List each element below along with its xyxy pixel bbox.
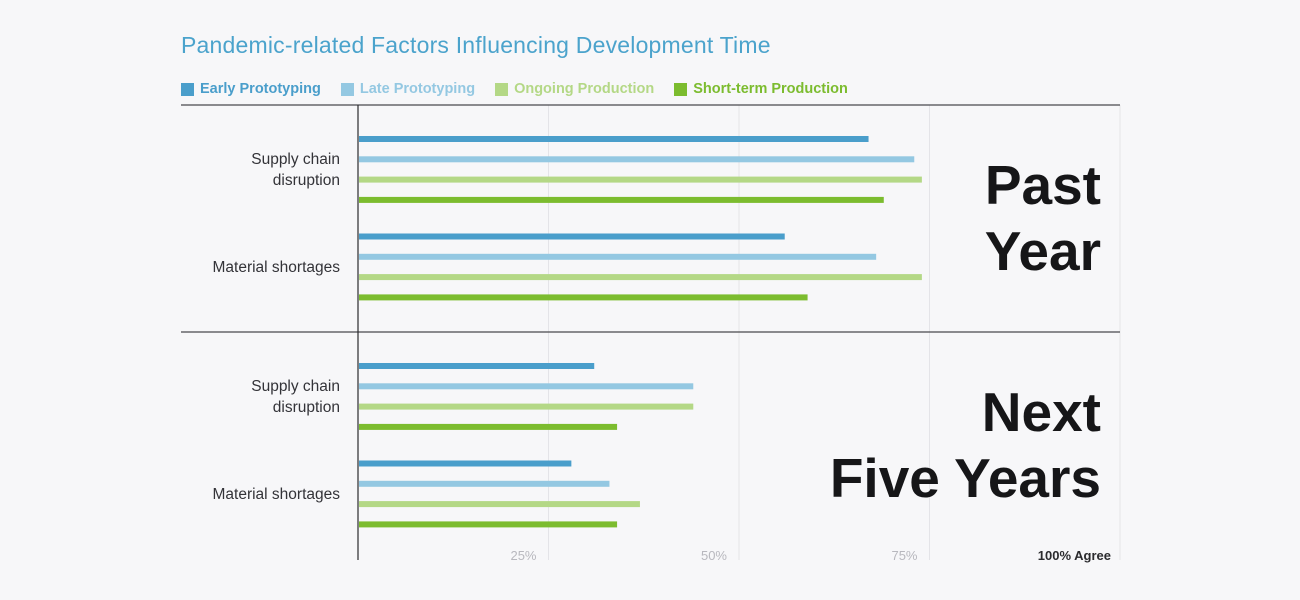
bar (359, 156, 915, 163)
legend-label: Early Prototyping (200, 81, 321, 97)
legend-item: Short-term Production (674, 81, 848, 97)
bar (359, 480, 610, 487)
panel-label: Next (982, 381, 1101, 443)
x-tick-label: 50% (701, 548, 727, 563)
legend-item: Ongoing Production (495, 81, 654, 97)
legend-swatch (340, 82, 354, 96)
chart-legend: Early Prototyping Late Prototyping Ongoing… (181, 81, 868, 97)
legend-label: Late Prototyping (359, 81, 476, 97)
bar (359, 403, 694, 410)
bar (359, 294, 808, 301)
panel-label: Past (985, 154, 1101, 216)
legend-swatch (495, 82, 509, 96)
bar (359, 423, 618, 430)
bar (359, 460, 572, 467)
category-label: Material shortages (212, 486, 340, 503)
chart-title: Pandemic-related Factors Influencing Dev… (181, 32, 771, 58)
bar (359, 363, 595, 369)
legend-label: Ongoing Production (514, 81, 655, 97)
category-label: Supply chain (251, 378, 340, 395)
x-tick-label: 100% Agree (1038, 548, 1111, 563)
category-label: disruption (273, 399, 340, 416)
legend-item: Early Prototyping (181, 81, 321, 97)
bar (359, 501, 640, 508)
panel-label: Year (985, 220, 1101, 282)
category-label: Supply chain (251, 151, 340, 168)
bar (359, 136, 869, 142)
bar (359, 521, 618, 528)
legend-label: Short-term Production (693, 81, 848, 97)
category-label: Material shortages (212, 259, 340, 276)
x-tick-label: 75% (891, 548, 917, 563)
bar (359, 274, 922, 281)
bar (359, 233, 785, 240)
bar (359, 196, 884, 203)
panel-label: Five Years (830, 447, 1101, 509)
x-tick-label: 25% (510, 548, 536, 563)
bar (359, 176, 922, 183)
legend-swatch (674, 82, 688, 96)
category-label: disruption (273, 172, 340, 189)
bar (359, 253, 877, 260)
bar (359, 383, 694, 390)
legend-item: Late Prototyping (340, 81, 476, 97)
legend-swatch (181, 82, 194, 96)
